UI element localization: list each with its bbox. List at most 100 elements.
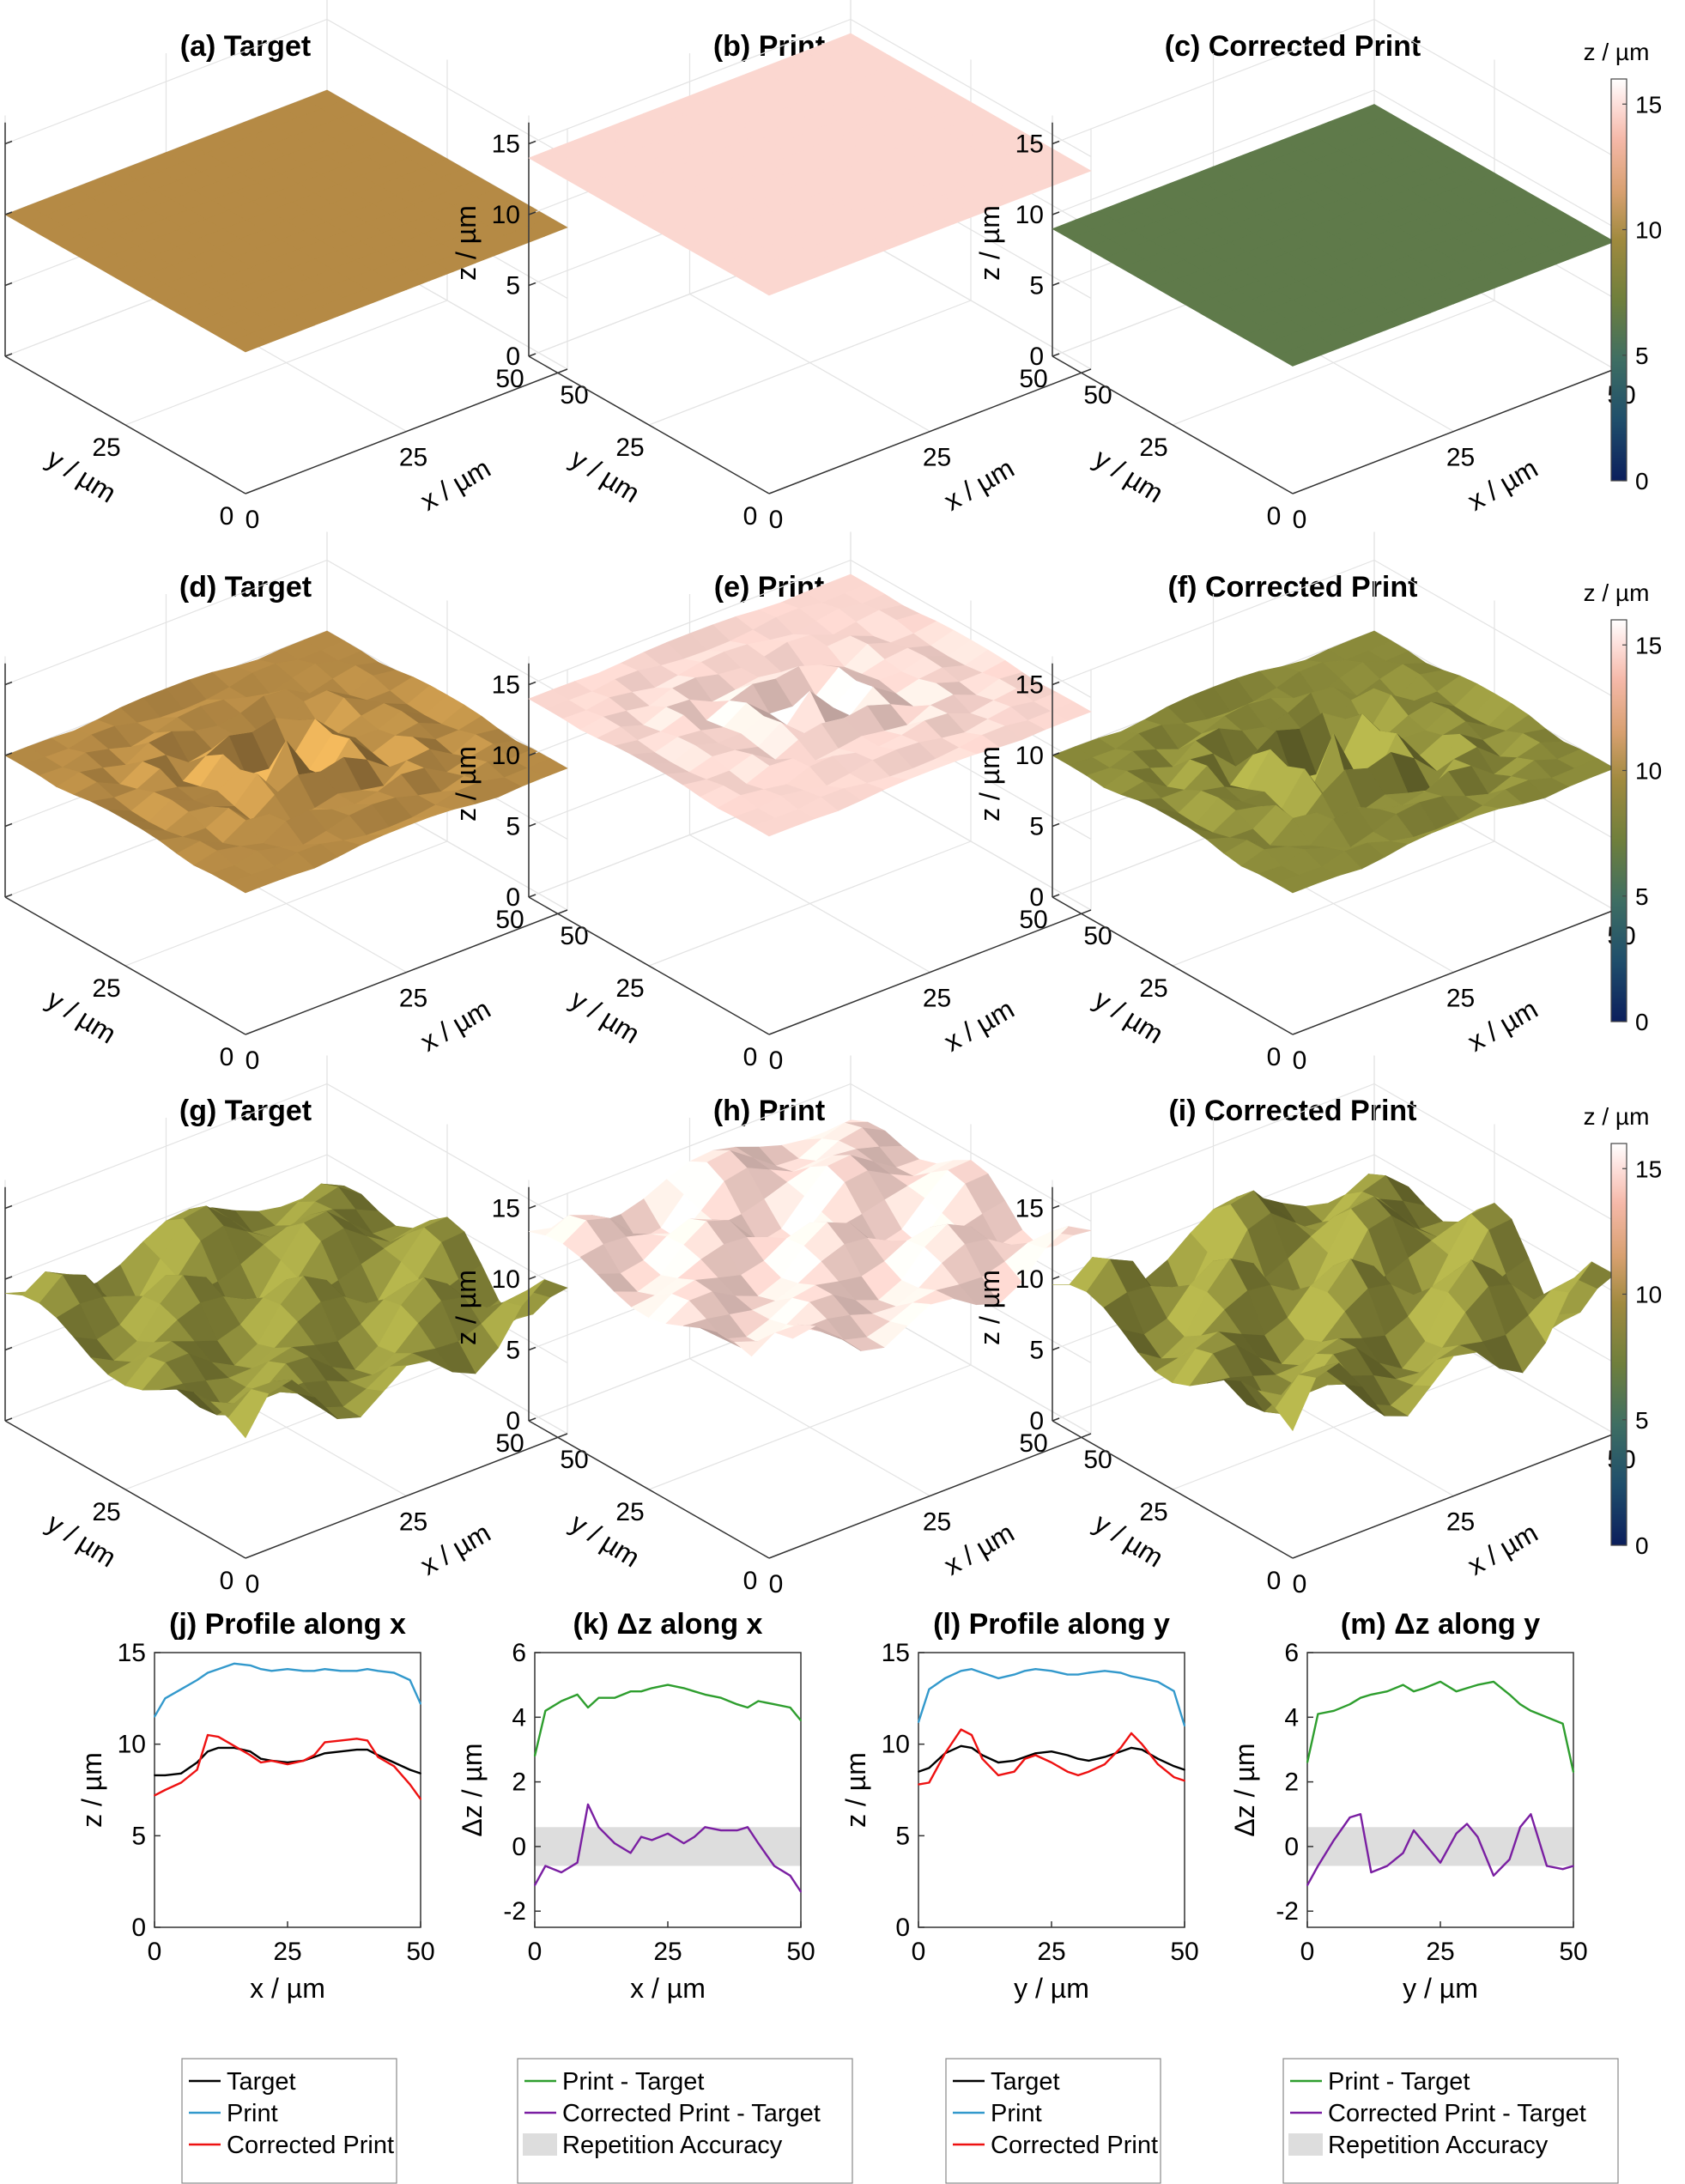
z-tick [1052,1346,1060,1351]
z-tick-label: 15 [1015,130,1044,159]
data-point [667,1832,669,1835]
profile-chart-l: (l) Profile along y 0 5 10 15 0 25 50 y / µm z / … [840,1608,1199,2004]
data-point [367,1749,368,1750]
data-point [1402,1684,1404,1686]
y-tick-label: 50 [1019,906,1047,934]
x-tick-label: 25 [399,1508,427,1537]
data-point [1051,1750,1052,1753]
data-point [196,1679,198,1681]
data-point [773,1703,775,1706]
z-tick [4,1276,13,1280]
data-point [640,1690,642,1693]
colorbar-gradient [1610,619,1627,1022]
z-tick [1052,1204,1060,1210]
y-axis-label: z / µm [76,1752,107,1828]
legend-box [181,2058,397,2184]
z-tick [4,681,13,686]
z-tick [528,1417,536,1422]
data-point [1141,1743,1143,1745]
z-tick-label: 0 [506,883,520,912]
x-tick-label: 0 [148,1938,162,1966]
x-axis-label: x / µm [630,1973,706,2004]
series-line-print-target [1306,1680,1575,1773]
z-tick [1052,211,1060,215]
y-tick-label: 10 [118,1731,146,1759]
x-tick-label: 0 [769,1046,784,1075]
y-tick-label: 2 [512,1768,526,1797]
colorbar-tick-label: 10 [1635,1282,1662,1308]
data-point [576,1861,579,1864]
data-point [1333,1709,1335,1712]
y-tick-label: 0 [512,1833,526,1861]
x-axis-line [245,368,568,494]
data-point [971,1668,973,1671]
x-tick-label: 25 [1446,1508,1475,1537]
y-tick-label: 25 [92,1498,120,1526]
data-point [1184,1768,1185,1771]
y-tick-label: 50 [0,365,1,393]
colorbar-tick-label: 15 [1635,91,1662,118]
data-point [355,1749,358,1750]
x-axis-label: x / µm [250,1973,325,2004]
z-tick [528,1204,536,1210]
data-point [393,1762,395,1763]
data-point [944,1677,946,1679]
data-point [694,1835,695,1838]
y-tick-label: 0 [1267,1567,1282,1595]
y-tick-label: 25 [615,434,644,462]
x-tick-label: 0 [245,1046,260,1075]
data-point [249,1665,252,1666]
y-tick-label: 25 [1139,434,1167,462]
colorbar-label: z / µm [1584,1103,1650,1130]
data-point [1024,1670,1026,1672]
z-tick-label: 10 [492,201,520,229]
z-tick [528,1276,536,1280]
data-point [1077,1774,1079,1776]
y-axis-line [528,355,770,494]
surface-patch [227,874,270,894]
surface-patch [227,332,270,353]
data-point [154,1715,155,1718]
profile-chart-j: (j) Profile along x 0 5 10 15 0 25 50 x / µm z / … [76,1608,435,2004]
data-point [1317,1713,1319,1715]
data-point [1119,1747,1122,1749]
data-point [757,1700,760,1702]
data-point [1349,1703,1351,1706]
x-axis-line [245,909,568,1035]
colorbar-tick-label: 5 [1635,1407,1649,1434]
data-point [367,1668,368,1671]
x-tick-label: 50 [1083,922,1112,950]
data-point [1573,1865,1574,1867]
data-point [694,1690,695,1693]
data-point [1493,1874,1494,1877]
data-point [789,1707,791,1708]
y-tick-label: 0 [895,1914,910,1942]
colorbars: z / µm 0 5 10 15 z / µm 0 5 10 15 z / µm 0 5 10 15 [1584,39,1663,1559]
data-point [928,1781,930,1784]
data-point [1013,1770,1015,1773]
data-point [217,1747,220,1749]
y-axis-line [528,896,770,1035]
x-tick-label: 50 [1083,1446,1112,1474]
data-point [720,1829,722,1831]
colorbar-1: z / µm 0 5 10 15 [1584,579,1663,1035]
y-tick-label: 50 [495,1429,524,1458]
data-point [1119,1750,1122,1753]
chart-title: (k) Δz along x [573,1608,763,1641]
z-tick [4,140,13,145]
z-tick [528,353,536,357]
data-point [1349,1817,1351,1818]
surface-panel-d: (d) Target0510150255002550z / µmx / µmy … [0,531,589,1075]
data-point [409,1783,411,1786]
colorbar-tick-label: 0 [1635,1532,1649,1559]
y-axis-line [1052,355,1294,494]
z-tick [528,211,536,215]
data-point [1360,1696,1361,1699]
z-tick [1052,752,1060,756]
z-tick-label: 0 [1029,883,1044,912]
data-point [1546,1716,1548,1719]
